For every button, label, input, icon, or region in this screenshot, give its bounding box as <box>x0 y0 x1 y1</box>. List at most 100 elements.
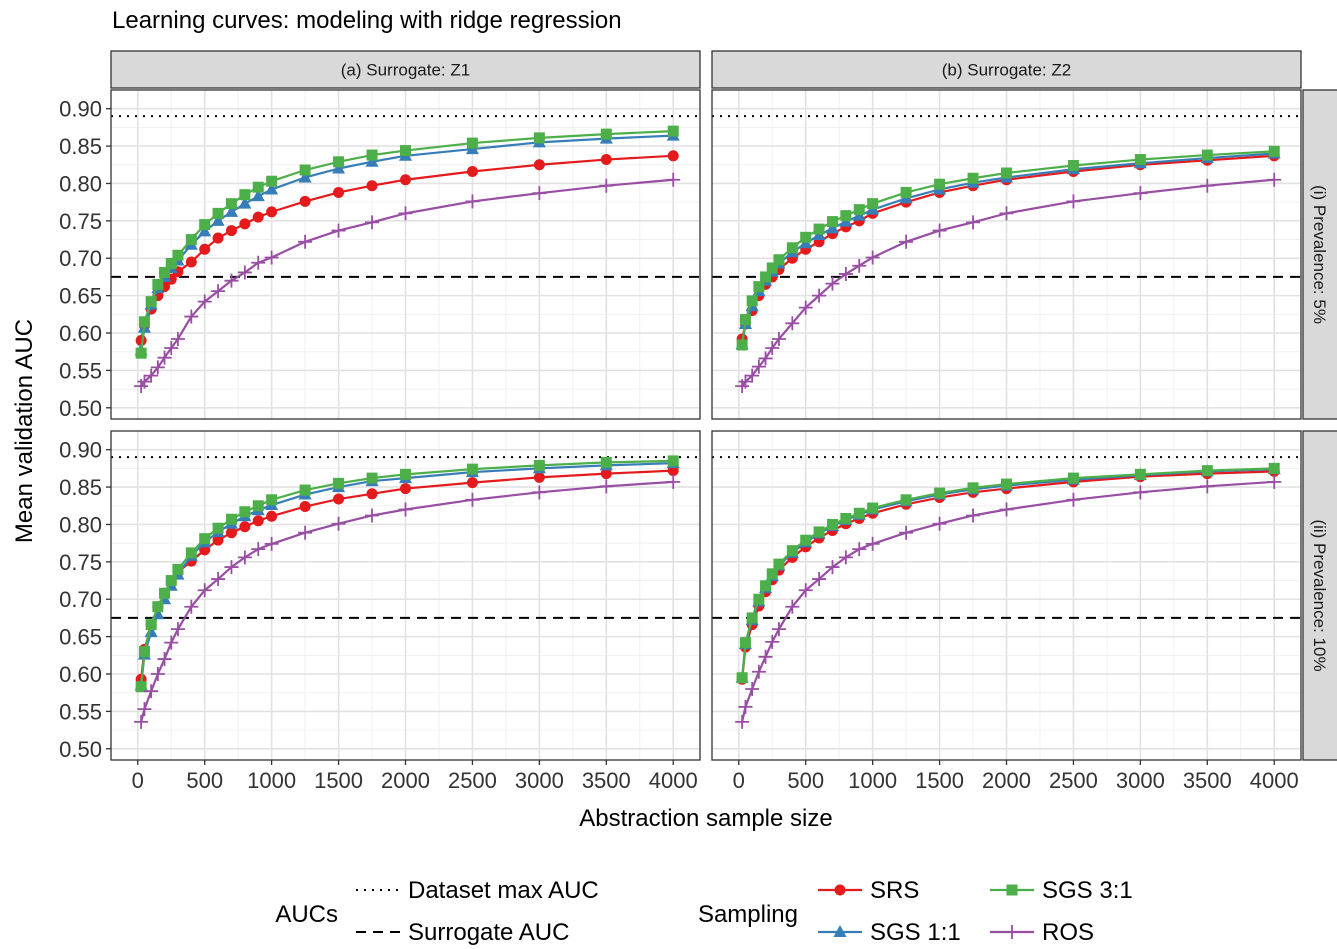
data-point <box>251 255 266 270</box>
data-point <box>900 494 912 506</box>
y-tick-label: 0.60 <box>59 662 102 687</box>
data-point <box>1267 474 1282 489</box>
legend-key-marker <box>1006 884 1018 896</box>
data-point <box>1134 154 1146 166</box>
legend-label: ROS <box>1042 919 1094 946</box>
data-point <box>164 340 179 355</box>
data-point <box>211 213 225 226</box>
data-point <box>599 479 614 494</box>
x-axis-title: Abstraction sample size <box>579 805 832 832</box>
data-point <box>331 516 346 531</box>
data-point <box>157 350 172 365</box>
data-point <box>865 250 880 265</box>
series-sgs-3-1 <box>736 462 1280 684</box>
y-tick-label: 0.50 <box>59 396 102 421</box>
data-point <box>753 593 765 605</box>
data-point <box>365 508 380 523</box>
panel-0-0 <box>110 89 701 420</box>
data-point <box>333 186 345 198</box>
y-tick-label: 0.85 <box>59 475 102 500</box>
series-line <box>741 480 1275 723</box>
data-point <box>466 477 478 489</box>
data-point <box>853 507 865 519</box>
x-tick-label: 0 <box>132 768 144 793</box>
y-tick-label: 0.70 <box>59 246 102 271</box>
data-point <box>666 172 681 187</box>
y-tick-label: 0.90 <box>59 97 102 122</box>
data-point <box>400 174 411 186</box>
data-point <box>1134 468 1146 480</box>
data-point <box>1067 160 1079 172</box>
series-sgs-3-1 <box>736 145 1280 351</box>
legend: AUCs Dataset max AUC Surrogate AUC Sampling… <box>275 877 1132 946</box>
data-point <box>825 221 839 234</box>
data-point <box>1200 178 1215 193</box>
data-point <box>152 601 164 613</box>
data-point <box>934 487 946 499</box>
x-tick-label: 2500 <box>448 768 497 793</box>
data-point <box>333 156 345 168</box>
data-point <box>739 637 751 649</box>
row-strip-label: (ii) Prevalence: 10% <box>1310 519 1329 671</box>
data-point <box>211 284 226 299</box>
data-point <box>1201 465 1213 477</box>
data-point <box>967 172 979 184</box>
legend-label: SRS <box>870 877 919 904</box>
data-point <box>900 186 912 198</box>
data-point <box>1201 149 1213 161</box>
x-tick-label: 500 <box>787 768 824 793</box>
data-point <box>252 181 264 193</box>
series-sgs-3-1 <box>135 455 679 693</box>
data-point <box>758 351 773 366</box>
legend-label: SGS 3:1 <box>1042 877 1133 904</box>
data-point <box>198 224 212 237</box>
x-tick-label: 2000 <box>982 768 1031 793</box>
x-tick-label: 3000 <box>515 768 564 793</box>
data-point <box>400 468 411 480</box>
data-point <box>533 459 545 471</box>
data-point <box>299 501 311 513</box>
data-point <box>1001 167 1012 179</box>
column-strip-label: (b) Surrogate: Z2 <box>942 61 1071 80</box>
data-point <box>532 186 547 201</box>
data-point <box>152 278 164 290</box>
data-point <box>366 488 378 500</box>
y-tick-label: 0.75 <box>59 550 102 575</box>
data-point <box>400 483 411 495</box>
data-point <box>298 170 312 183</box>
panel-1-1 <box>711 430 1302 761</box>
data-point <box>667 125 679 137</box>
panel-border <box>110 89 701 420</box>
x-tick-label: 2000 <box>381 768 430 793</box>
row-strip <box>1302 89 1337 420</box>
data-point <box>212 207 224 219</box>
data-point <box>465 492 480 507</box>
data-point <box>786 545 798 557</box>
data-point <box>899 525 914 540</box>
x-tick-label: 4000 <box>1250 768 1299 793</box>
legend-key-marker <box>834 884 846 896</box>
legend-title-aucs: AUCs <box>275 901 338 928</box>
data-point <box>144 368 159 383</box>
data-point <box>170 622 185 637</box>
data-point <box>225 513 237 525</box>
data-point <box>1267 172 1282 187</box>
data-point <box>239 189 251 201</box>
y-tick-label: 0.90 <box>59 438 102 463</box>
data-point <box>1200 479 1215 494</box>
data-point <box>466 463 478 475</box>
data-point <box>333 477 345 489</box>
data-point <box>150 360 165 375</box>
data-point <box>212 534 224 546</box>
x-tick-label: 3500 <box>1183 768 1232 793</box>
data-point <box>786 242 798 254</box>
data-point <box>239 506 251 518</box>
data-point <box>760 271 772 283</box>
data-point <box>967 482 979 494</box>
data-point <box>840 512 852 524</box>
data-point <box>365 215 380 230</box>
data-point <box>600 128 612 140</box>
legend-key-marker <box>1005 925 1019 939</box>
row-strip <box>1302 430 1337 761</box>
x-tick-label: 1000 <box>848 768 897 793</box>
